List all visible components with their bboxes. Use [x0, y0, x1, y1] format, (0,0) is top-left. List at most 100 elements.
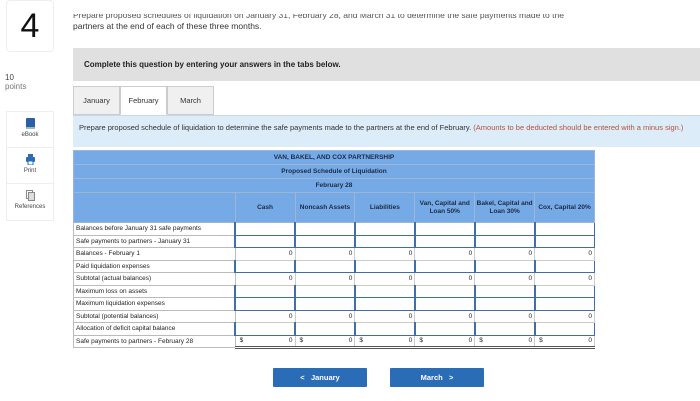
prompt-line-2: partners at the end of each of these thr… [73, 21, 262, 31]
calculated-cell: 0 [474, 272, 536, 286]
table-row: Safe payments to partners - January 31 [73, 234, 595, 248]
row-label: Safe payments to partners - February 28 [73, 334, 236, 348]
references-button[interactable]: References [7, 184, 53, 220]
amount-input[interactable] [413, 222, 476, 236]
prev-tab-button[interactable]: < January [273, 368, 367, 387]
amount-input[interactable] [473, 259, 536, 273]
amount-input[interactable] [413, 322, 476, 336]
column-header: Van, Capital and Loan 50% [414, 192, 476, 223]
amount-input[interactable] [533, 234, 595, 248]
calculated-cell: 0 [414, 247, 476, 261]
amount-input[interactable] [473, 322, 536, 336]
amount-input[interactable] [234, 234, 296, 248]
amount-input[interactable] [353, 222, 416, 236]
tab-march[interactable]: March [167, 86, 214, 115]
amount-input[interactable] [473, 297, 536, 311]
amount-input[interactable] [533, 284, 595, 298]
question-prompt: Prepare proposed schedules of liquidatio… [73, 14, 693, 32]
calculated-cell: 0 [234, 247, 296, 261]
amount-input[interactable] [413, 284, 476, 298]
amount-input[interactable] [353, 284, 416, 298]
points: 10 points [5, 73, 26, 91]
amount-input[interactable] [294, 259, 356, 273]
calculated-cell: 0 [534, 309, 595, 323]
amount-input[interactable] [353, 234, 416, 248]
amount-input[interactable] [234, 222, 296, 236]
amount-input[interactable] [473, 284, 536, 298]
instructions-note: (Amounts to be deducted should be entere… [473, 123, 684, 132]
amount-input[interactable] [533, 222, 595, 236]
calculated-cell: 0 [474, 309, 536, 323]
amount-input[interactable] [234, 322, 296, 336]
amount-input[interactable] [413, 297, 476, 311]
liquidation-schedule: VAN, BAKEL, AND COX PARTNERSHIP Proposed… [73, 150, 595, 349]
amount-input[interactable] [413, 259, 476, 273]
tab-january[interactable]: January [73, 86, 120, 115]
amount-input[interactable] [533, 259, 595, 273]
column-header: Liabilities [354, 192, 416, 223]
amount-input[interactable] [473, 222, 536, 236]
amount-input[interactable] [294, 222, 356, 236]
instructions-text: Prepare proposed schedule of liquidation… [79, 123, 472, 132]
amount-input[interactable] [294, 322, 356, 336]
amount-input[interactable] [413, 234, 476, 248]
table-row: Paid liquidation expenses [73, 259, 595, 273]
amount-input[interactable] [533, 297, 595, 311]
amount-input[interactable] [234, 297, 296, 311]
calculated-cell: 0 [534, 247, 595, 261]
amount-input[interactable] [294, 297, 356, 311]
next-tab-button[interactable]: March > [390, 368, 484, 387]
row-label: Maximum loss on assets [73, 284, 236, 298]
row-label: Safe payments to partners - January 31 [73, 234, 236, 248]
tool-label: eBook [21, 132, 39, 138]
currency-symbol: $ [239, 337, 244, 345]
calculated-cell: 0 [234, 272, 296, 286]
currency-symbol: $ [479, 337, 483, 345]
amount-input[interactable] [353, 297, 416, 311]
total-cell: $0 [534, 334, 595, 349]
amount-input[interactable] [294, 234, 356, 248]
calculated-cell: 0 [354, 272, 416, 286]
row-label: Maximum liquidation expenses [73, 297, 236, 311]
printer-icon [25, 154, 35, 165]
chevron-left-icon: < [300, 373, 305, 382]
next-label: March [420, 373, 443, 382]
total-value: 0 [468, 337, 473, 345]
tool-label: Print [23, 168, 37, 174]
calculated-cell: 0 [414, 272, 476, 286]
table-row: Allocation of deficit capital balance [73, 322, 595, 336]
column-header: Cash [234, 192, 296, 223]
total-value: 0 [588, 337, 592, 345]
schedule-subtitle: Proposed Schedule of Liquidation [73, 164, 595, 179]
table-row: Balances before January 31 safe payments [73, 222, 595, 236]
calculated-cell: 0 [294, 272, 356, 286]
points-value: 10 [5, 73, 14, 82]
row-label: Balances before January 31 safe payments [73, 222, 236, 236]
amount-input[interactable] [353, 322, 416, 336]
book-icon [25, 118, 35, 129]
calculated-cell: 0 [294, 247, 356, 261]
calculated-cell: 0 [474, 247, 536, 261]
column-header: Noncash Assets [294, 192, 356, 223]
amount-input[interactable] [234, 284, 296, 298]
documents-icon [25, 190, 35, 201]
amount-input[interactable] [473, 234, 536, 248]
amount-input[interactable] [234, 259, 296, 273]
prev-label: January [310, 373, 340, 382]
total-cell: $0 [294, 334, 356, 349]
total-value: 0 [348, 337, 353, 345]
row-label: Subtotal (actual balances) [73, 272, 236, 286]
calculated-cell: 0 [234, 309, 296, 323]
currency-symbol: $ [419, 337, 423, 345]
table-row: Safe payments to partners - February 28 $… [73, 334, 595, 349]
tab-february[interactable]: February [120, 86, 167, 115]
print-button[interactable]: Print [7, 148, 53, 184]
total-cell: $0 [354, 334, 416, 349]
total-cell: $0 [474, 334, 536, 349]
amount-input[interactable] [353, 259, 416, 273]
calculated-cell: 0 [294, 309, 356, 323]
amount-input[interactable] [294, 284, 356, 298]
amount-input[interactable] [533, 322, 595, 336]
ebook-button[interactable]: eBook [7, 112, 53, 148]
